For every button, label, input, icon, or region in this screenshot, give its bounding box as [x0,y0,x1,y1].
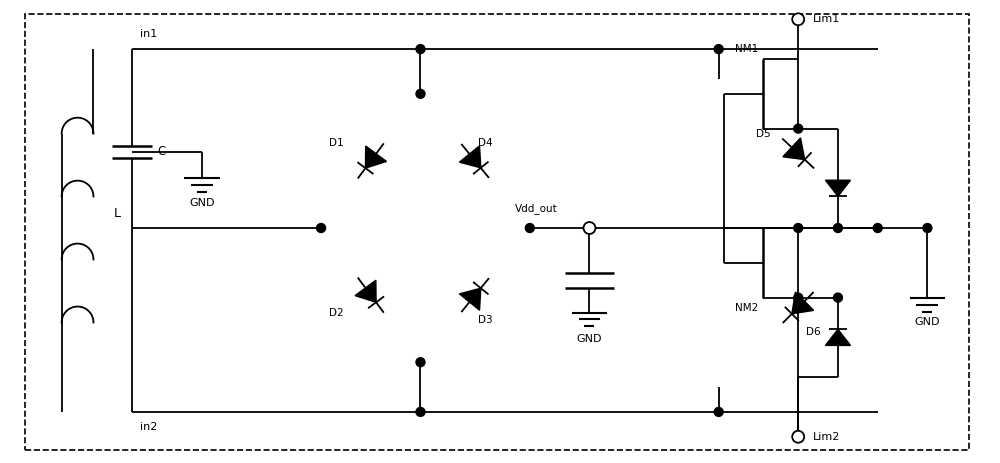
Polygon shape [365,146,386,168]
Text: Vdd_out: Vdd_out [515,203,558,213]
Circle shape [794,224,803,232]
Text: D5: D5 [756,129,771,138]
Text: D1: D1 [329,138,343,148]
Text: D3: D3 [478,315,492,325]
Polygon shape [459,288,481,310]
Text: in1: in1 [140,29,157,39]
Circle shape [416,407,425,416]
Text: GND: GND [915,318,940,327]
Circle shape [833,293,842,302]
Circle shape [714,44,723,54]
Text: NM2: NM2 [735,303,758,313]
Polygon shape [783,138,805,160]
Text: in2: in2 [140,422,158,432]
Circle shape [923,224,932,232]
Circle shape [416,358,425,367]
Text: L: L [114,206,121,219]
Circle shape [583,222,595,234]
Polygon shape [792,292,814,314]
Circle shape [416,89,425,98]
Text: D2: D2 [329,308,343,318]
Text: D6: D6 [806,327,820,338]
Circle shape [525,224,534,232]
Text: GND: GND [577,334,602,344]
Circle shape [792,13,804,25]
Circle shape [833,224,842,232]
Text: C: C [157,145,165,158]
Text: NM1: NM1 [735,44,758,54]
Circle shape [792,431,804,443]
Circle shape [317,224,326,232]
Circle shape [714,407,723,416]
Circle shape [794,124,803,133]
Circle shape [416,44,425,54]
Polygon shape [825,329,850,345]
Circle shape [794,293,803,302]
Text: GND: GND [189,198,215,208]
Polygon shape [459,146,481,168]
Text: D4: D4 [478,138,492,148]
Text: Lim2: Lim2 [813,432,840,442]
Polygon shape [355,280,376,302]
Polygon shape [825,180,850,196]
Text: Lim1: Lim1 [813,14,840,24]
Circle shape [873,224,882,232]
